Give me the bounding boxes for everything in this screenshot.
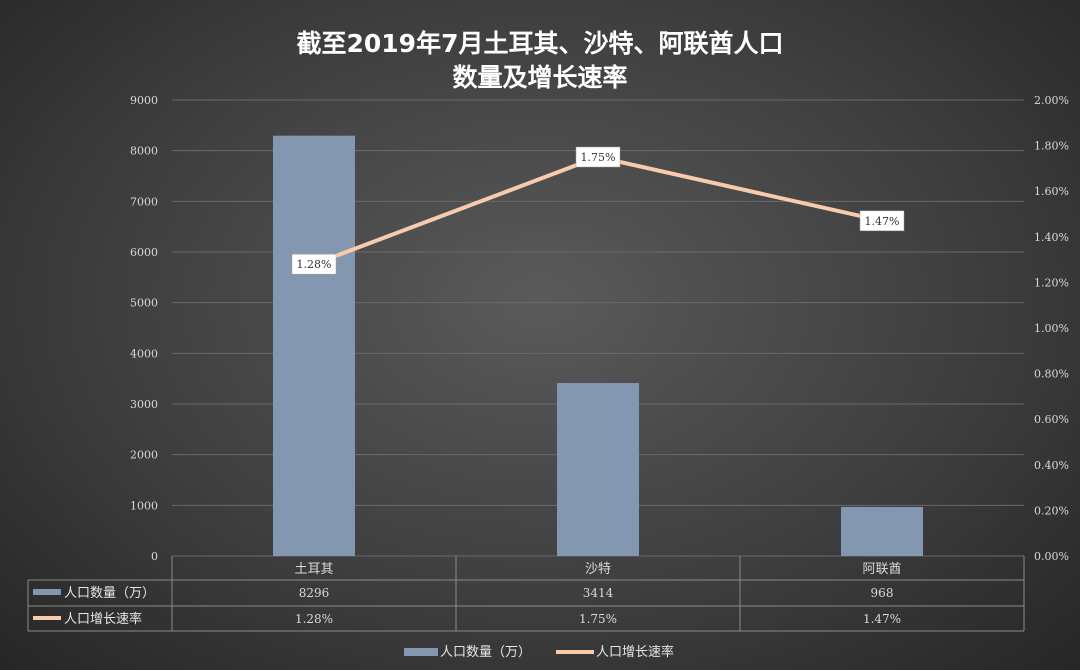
left-tick-label: 5000 — [130, 297, 158, 310]
left-tick-label: 3000 — [130, 398, 158, 411]
data-label: 1.28% — [297, 258, 332, 271]
table-cell: 3414 — [583, 586, 614, 600]
table-legend-key-bar — [33, 589, 61, 595]
category-label: 沙特 — [585, 562, 611, 577]
right-tick-label: 0.20% — [1034, 504, 1069, 517]
right-tick-label: 0.00% — [1034, 550, 1069, 563]
legend-key-bar — [404, 648, 438, 656]
right-tick-label: 1.60% — [1034, 185, 1069, 198]
line-series: 1.28% 1.75% 1.47% — [291, 146, 905, 275]
left-tick-label: 4000 — [130, 347, 158, 360]
right-tick-label: 1.20% — [1034, 276, 1069, 289]
data-label: 1.47% — [865, 215, 900, 228]
bar — [841, 506, 923, 556]
left-tick-label: 7000 — [130, 195, 158, 208]
chart-title-line1: 截至2019年7月土耳其、沙特、阿联酋人口 — [297, 29, 784, 58]
left-tick-label: 6000 — [130, 246, 158, 259]
left-axis: 0 1000 2000 3000 4000 5000 6000 7000 8000 9000 — [130, 94, 158, 563]
right-tick-label: 2.00% — [1034, 94, 1069, 107]
series-line — [313, 154, 883, 267]
data-label-box — [575, 146, 621, 168]
data-label-box — [859, 210, 905, 232]
bar — [273, 135, 355, 557]
bar — [557, 383, 639, 556]
table-cell: 968 — [871, 586, 894, 600]
right-tick-label: 1.40% — [1034, 231, 1069, 244]
category-label: 阿联酋 — [862, 561, 901, 577]
table-cell: 1.75% — [579, 612, 617, 626]
right-tick-label: 1.00% — [1034, 322, 1069, 335]
left-tick-label: 9000 — [130, 94, 158, 107]
left-tick-label: 1000 — [130, 499, 158, 512]
chart-title-line2: 数量及增长速率 — [452, 63, 627, 92]
right-axis: 0.00% 0.20% 0.40% 0.60% 0.80% 1.00% 1.20% 1.40%… — [1034, 94, 1069, 563]
right-tick-label: 0.40% — [1034, 459, 1069, 472]
bar-series — [273, 135, 923, 557]
right-tick-label: 1.80% — [1034, 140, 1069, 153]
left-tick-label: 0 — [151, 550, 158, 563]
table-row-header: 人口数量（万） — [64, 586, 155, 601]
legend: 人口数量（万） 人口增长速率 — [404, 644, 674, 660]
table-cell: 1.47% — [863, 612, 901, 626]
legend-label: 人口数量（万） — [440, 645, 531, 660]
data-label: 1.75% — [581, 151, 616, 164]
right-tick-label: 0.80% — [1034, 368, 1069, 381]
left-tick-label: 2000 — [130, 449, 158, 462]
data-label-box — [291, 253, 337, 275]
data-table: 土耳其 8296 1.28% 沙特 3414 1.75% 阿联酋 968 1.47% 人口数量（万… — [27, 556, 1025, 632]
right-tick-label: 0.60% — [1034, 413, 1069, 426]
table-cell: 1.28% — [295, 612, 333, 626]
left-tick-label: 8000 — [130, 145, 158, 158]
category-label: 土耳其 — [294, 562, 333, 577]
table-cell: 8296 — [299, 586, 330, 600]
legend-label: 人口增长速率 — [596, 644, 674, 660]
table-row-header: 人口增长速率 — [64, 611, 142, 627]
